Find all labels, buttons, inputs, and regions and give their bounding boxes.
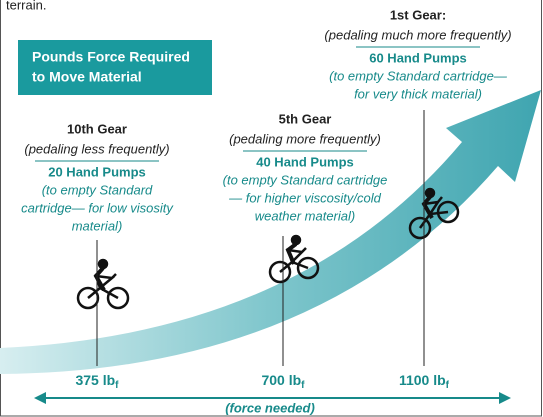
title-line: Pounds Force Required [32, 49, 190, 65]
gear-pace: (pedaling less frequently) [24, 141, 169, 156]
title-line: to Move Material [32, 69, 142, 85]
axis-label: (force needed) [225, 400, 315, 415]
gear-name: 1st Gear: [390, 7, 446, 22]
pump-note: material) [72, 218, 123, 233]
force-value: 700 lb [261, 372, 301, 388]
pump-note: (to empty Standard [42, 182, 153, 197]
gear-name: 10th Gear [67, 121, 127, 136]
intro-fragment: terrain. [6, 0, 46, 12]
pump-note: cartridge— for low visosity [21, 200, 174, 215]
pump-note: (to empty Standard cartridge [223, 172, 388, 187]
pump-count: 60 Hand Pumps [369, 50, 467, 65]
pump-count: 20 Hand Pumps [48, 164, 146, 179]
pump-note: weather material) [255, 208, 355, 223]
pump-count: 40 Hand Pumps [256, 154, 354, 169]
pump-note: (to empty Standard cartridge— [329, 68, 508, 83]
gear-pace: (pedaling more frequently) [229, 131, 381, 146]
pump-note: for very thick material) [354, 86, 482, 101]
gear-name: 5th Gear [279, 111, 332, 126]
infographic: terrain. Pounds Force Required to Move M… [0, 0, 543, 417]
force-value: 375 lb [75, 372, 115, 388]
pump-note: — for higher viscosity/cold [228, 190, 381, 205]
gear-pace: (pedaling much more frequently) [324, 27, 511, 42]
force-value: 1100 lb [399, 372, 446, 388]
